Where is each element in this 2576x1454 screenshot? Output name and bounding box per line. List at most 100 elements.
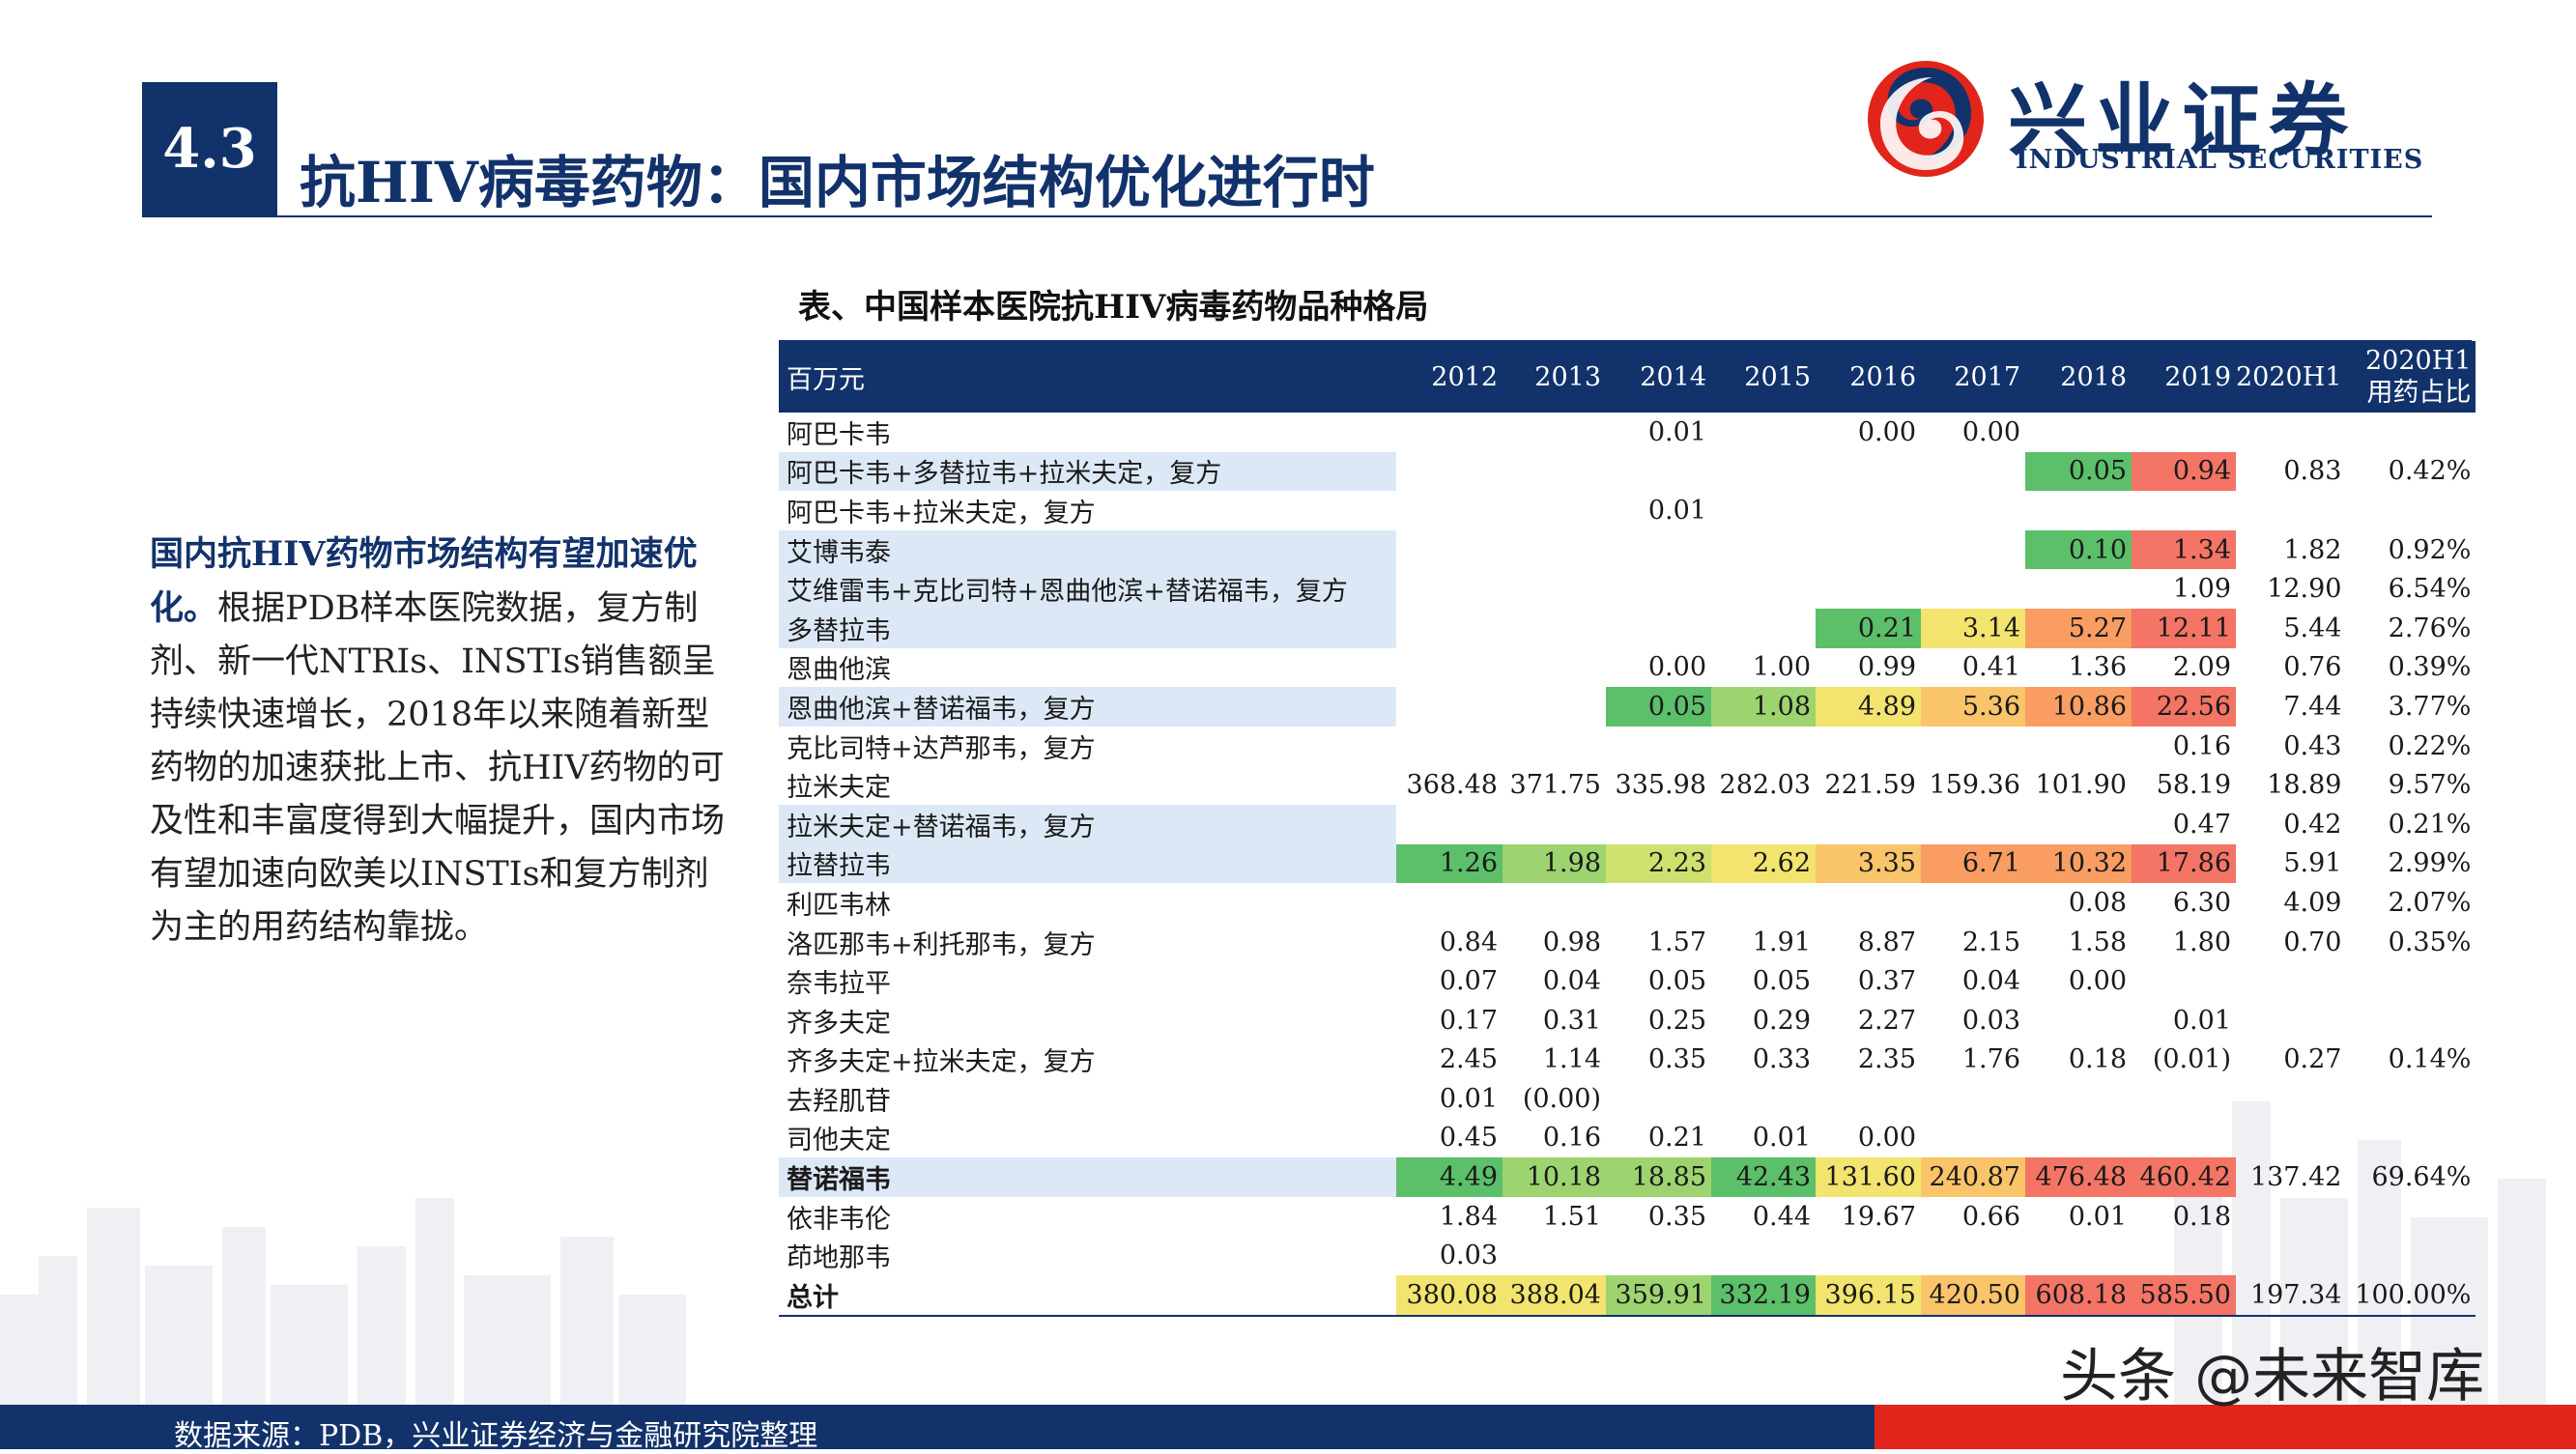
title-divider xyxy=(142,215,2432,217)
value-cell xyxy=(1396,687,1503,727)
header-year: 2016 xyxy=(1816,341,1921,413)
header-year: 2019 xyxy=(2132,341,2236,413)
value-cell: 0.03 xyxy=(1961,1005,2020,1036)
value-cell: 18.85 xyxy=(1606,1157,1711,1197)
share-cell: 6.54% xyxy=(2388,574,2472,605)
table-row: 司他夫定 0.45 0.16 0.21 0.01 0.00 xyxy=(779,1119,2476,1158)
value-cell: 0.44 xyxy=(1752,1201,1811,1232)
value-cell xyxy=(1816,452,1921,492)
h1-value-cell: 0.76 xyxy=(2283,652,2342,683)
value-cell: 585.50 xyxy=(2132,1275,2236,1317)
value-cell xyxy=(1921,569,2025,609)
header-year: 2014 xyxy=(1606,341,1711,413)
value-cell: 19.67 xyxy=(1841,1201,1916,1232)
value-cell xyxy=(1396,609,1503,648)
value-cell xyxy=(1396,883,1503,923)
value-cell xyxy=(1396,530,1503,570)
value-cell: 0.03 xyxy=(1439,1240,1498,1271)
share-cell: 100.00% xyxy=(2346,1275,2476,1317)
value-cell: 0.25 xyxy=(1647,1005,1706,1036)
table-row: 阿巴卡韦+拉米夫定，复方 0.01 xyxy=(779,491,2476,530)
value-cell: 2.27 xyxy=(1857,1005,1916,1036)
drug-name-cell: 依非韦伦 xyxy=(787,1204,891,1235)
drug-name-cell: 阿巴卡韦+拉米夫定，复方 xyxy=(787,498,1096,528)
value-cell xyxy=(1816,727,1921,766)
section-number: 4.3 xyxy=(142,82,277,215)
value-cell xyxy=(1711,805,1816,844)
drug-name-cell: 阿巴卡韦 xyxy=(787,419,891,450)
value-cell xyxy=(1921,1236,2025,1275)
value-cell: 6.30 xyxy=(2172,887,2231,918)
value-cell: 0.05 xyxy=(1752,966,1811,997)
value-cell xyxy=(1606,1236,1711,1275)
h1-value-cell: 197.34 xyxy=(2236,1275,2347,1317)
value-cell: 0.00 xyxy=(2068,966,2127,997)
drug-name-cell: 司他夫定 xyxy=(787,1126,891,1156)
drug-name-cell: 拉米夫定+替诺福韦，复方 xyxy=(779,804,1396,844)
value-cell xyxy=(1921,805,2025,844)
table-body: 阿巴卡韦 0.01 0.00 0.00 阿巴卡韦+多替拉韦+拉米夫定，复方 0.05 0.9… xyxy=(779,413,2476,1317)
h1-value-cell: 0.43 xyxy=(2283,730,2342,761)
value-cell: 476.48 xyxy=(2025,1157,2132,1197)
value-cell: 10.18 xyxy=(1503,1157,1606,1197)
page-title: 抗HIV病毒药物：国内市场结构优化进行时 xyxy=(300,150,1375,215)
value-cell: 388.04 xyxy=(1503,1275,1606,1317)
value-cell: 0.01 xyxy=(1752,1123,1811,1154)
value-cell xyxy=(2025,727,2132,766)
value-cell xyxy=(1503,648,1606,688)
drug-name-cell: 艾维雷韦+克比司特+恩曲他滨+替诺福韦，复方 xyxy=(779,569,1396,609)
table-row: 齐多夫定+拉米夫定，复方 2.45 1.14 0.35 0.33 2.35 1.76 0.18… xyxy=(779,1041,2476,1080)
drug-name-cell: 艾博韦泰 xyxy=(779,529,1396,570)
h1-value-cell: 5.91 xyxy=(2283,848,2342,879)
value-cell: 0.84 xyxy=(1439,927,1498,957)
table-row: 多替拉韦 0.21 3.14 5.27 12.11 5.44 2.76% xyxy=(779,608,2476,648)
value-cell: 1.84 xyxy=(1439,1201,1498,1232)
drug-name-cell: 恩曲他滨+替诺福韦，复方 xyxy=(779,687,1396,727)
value-cell: 1.00 xyxy=(1752,652,1811,683)
header-unit: 百万元 xyxy=(779,341,1396,413)
value-cell: 460.42 xyxy=(2132,1157,2236,1197)
value-cell: 0.05 xyxy=(1606,687,1711,727)
share-cell xyxy=(2346,1236,2476,1275)
value-cell xyxy=(2132,413,2236,452)
value-cell: 0.05 xyxy=(1647,966,1706,997)
share-cell xyxy=(2346,1197,2476,1237)
value-cell xyxy=(1921,727,2025,766)
summary-paragraph: 国内抗HIV药物市场结构有望加速优化。根据PDB样本医院数据，复方制剂、新一代N… xyxy=(150,527,725,955)
h1-value-cell xyxy=(2236,1236,2346,1275)
h1-value-cell xyxy=(2236,1197,2346,1237)
value-cell: 608.18 xyxy=(2025,1275,2132,1317)
value-cell: 240.87 xyxy=(1921,1157,2025,1197)
value-cell: 0.00 xyxy=(1647,652,1706,683)
h1-value-cell: 5.44 xyxy=(2283,613,2342,643)
share-cell xyxy=(2346,961,2476,1001)
value-cell: 5.36 xyxy=(1921,687,2025,727)
value-cell xyxy=(1503,609,1606,648)
share-cell: 69.64% xyxy=(2371,1162,2472,1193)
company-logo: 兴业证券 INDUSTRIAL SECURITIES xyxy=(1863,56,2423,182)
share-cell: 9.57% xyxy=(2388,770,2472,801)
drug-name-cell: 总计 xyxy=(779,1275,1396,1317)
value-cell: 0.94 xyxy=(2132,451,2236,492)
value-cell xyxy=(2025,1079,2132,1119)
table-row: 艾维雷韦+克比司特+恩曲他滨+替诺福韦，复方 1.09 12.90 6.54% xyxy=(779,569,2476,609)
value-cell: 0.01 xyxy=(1647,416,1706,447)
value-cell: 0.00 xyxy=(1961,416,2020,447)
value-cell: 1.58 xyxy=(2068,927,2127,957)
value-cell: 0.01 xyxy=(2172,1005,2231,1036)
h1-value-cell xyxy=(2236,1119,2346,1158)
value-cell xyxy=(2025,569,2132,609)
value-cell: 1.98 xyxy=(1503,843,1606,884)
table-row: 茚地那韦 0.03 xyxy=(779,1236,2476,1275)
value-cell xyxy=(1921,530,2025,570)
value-cell xyxy=(1816,491,1921,530)
value-cell xyxy=(1606,569,1711,609)
value-cell: 0.37 xyxy=(1857,966,1916,997)
swirl-logo-icon xyxy=(1868,61,1984,177)
value-cell: 0.35 xyxy=(1647,1044,1706,1075)
value-cell: 420.50 xyxy=(1921,1275,2025,1317)
value-cell: 0.01 xyxy=(1439,1083,1498,1114)
hiv-drug-table: 百万元 2012 2013 2014 2015 2016 2017 2018 2… xyxy=(779,341,2476,1317)
value-cell: 1.51 xyxy=(1542,1201,1601,1232)
value-cell xyxy=(1606,883,1711,923)
